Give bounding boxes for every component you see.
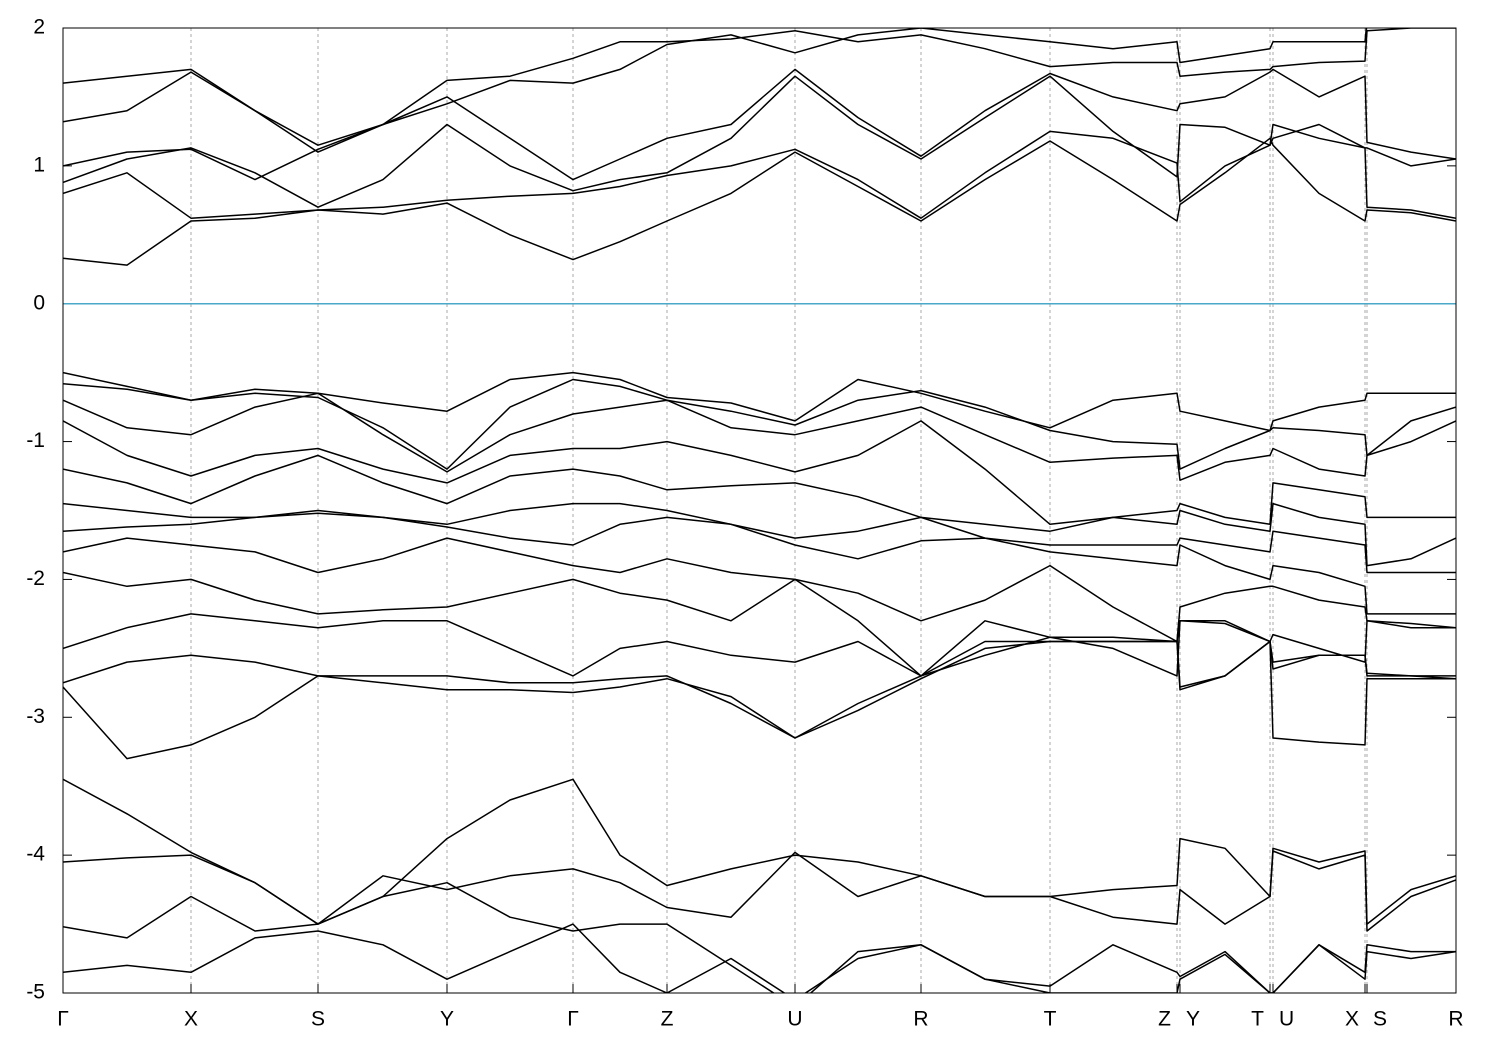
band-line [63,28,1456,146]
x-tick-label: U [1279,1008,1294,1031]
plot-frame [62,27,1457,994]
band-line [63,378,1456,470]
band-line [63,75,1456,219]
band-line [63,881,1456,993]
band-line [63,923,1456,993]
band-line [63,778,1456,925]
band-line [63,502,1456,574]
band-line [63,68,1456,181]
x-tick-label: T [1044,1008,1057,1031]
band-line [63,371,1456,432]
band-line [63,512,1456,615]
y-tick-label: -4 [26,843,45,866]
band-line [63,28,1368,153]
x-tick-label: Y [1186,1008,1200,1031]
y-tick-label: 0 [33,291,45,314]
band-line [63,454,1456,567]
y-tick-label: -5 [26,981,45,1004]
band-line [63,613,1456,691]
band-line [63,392,1456,481]
band-line [63,137,1456,266]
x-tick-label: R [913,1008,928,1031]
band-line [63,571,1456,680]
band-line [63,420,1456,526]
x-tick-label: X [1345,1008,1359,1031]
band-line [63,537,1456,643]
y-tick-label: 2 [33,16,45,39]
y-tick-label: -2 [26,567,45,590]
x-tick-label: Γ [567,1008,579,1031]
x-tick-label: Z [661,1008,674,1031]
x-tick-label: S [1373,1008,1387,1031]
y-tick-label: 1 [33,153,45,176]
x-tick-label: S [311,1008,325,1031]
band-line [63,640,1456,746]
band-line [63,620,1456,760]
x-tick-label: Γ [57,1008,69,1031]
y-tick-label: -3 [26,705,45,728]
y-tick-label: -1 [26,429,45,452]
band-line [63,850,1456,932]
x-tick-label: R [1448,1008,1463,1031]
x-tick-label: Y [440,1008,454,1031]
x-tick-label: T [1251,1008,1264,1031]
x-tick-label: Z [1158,1008,1171,1031]
x-tick-label: X [184,1008,198,1031]
grid [62,27,1457,994]
x-tick-label: U [787,1008,802,1031]
bands [63,28,1456,993]
